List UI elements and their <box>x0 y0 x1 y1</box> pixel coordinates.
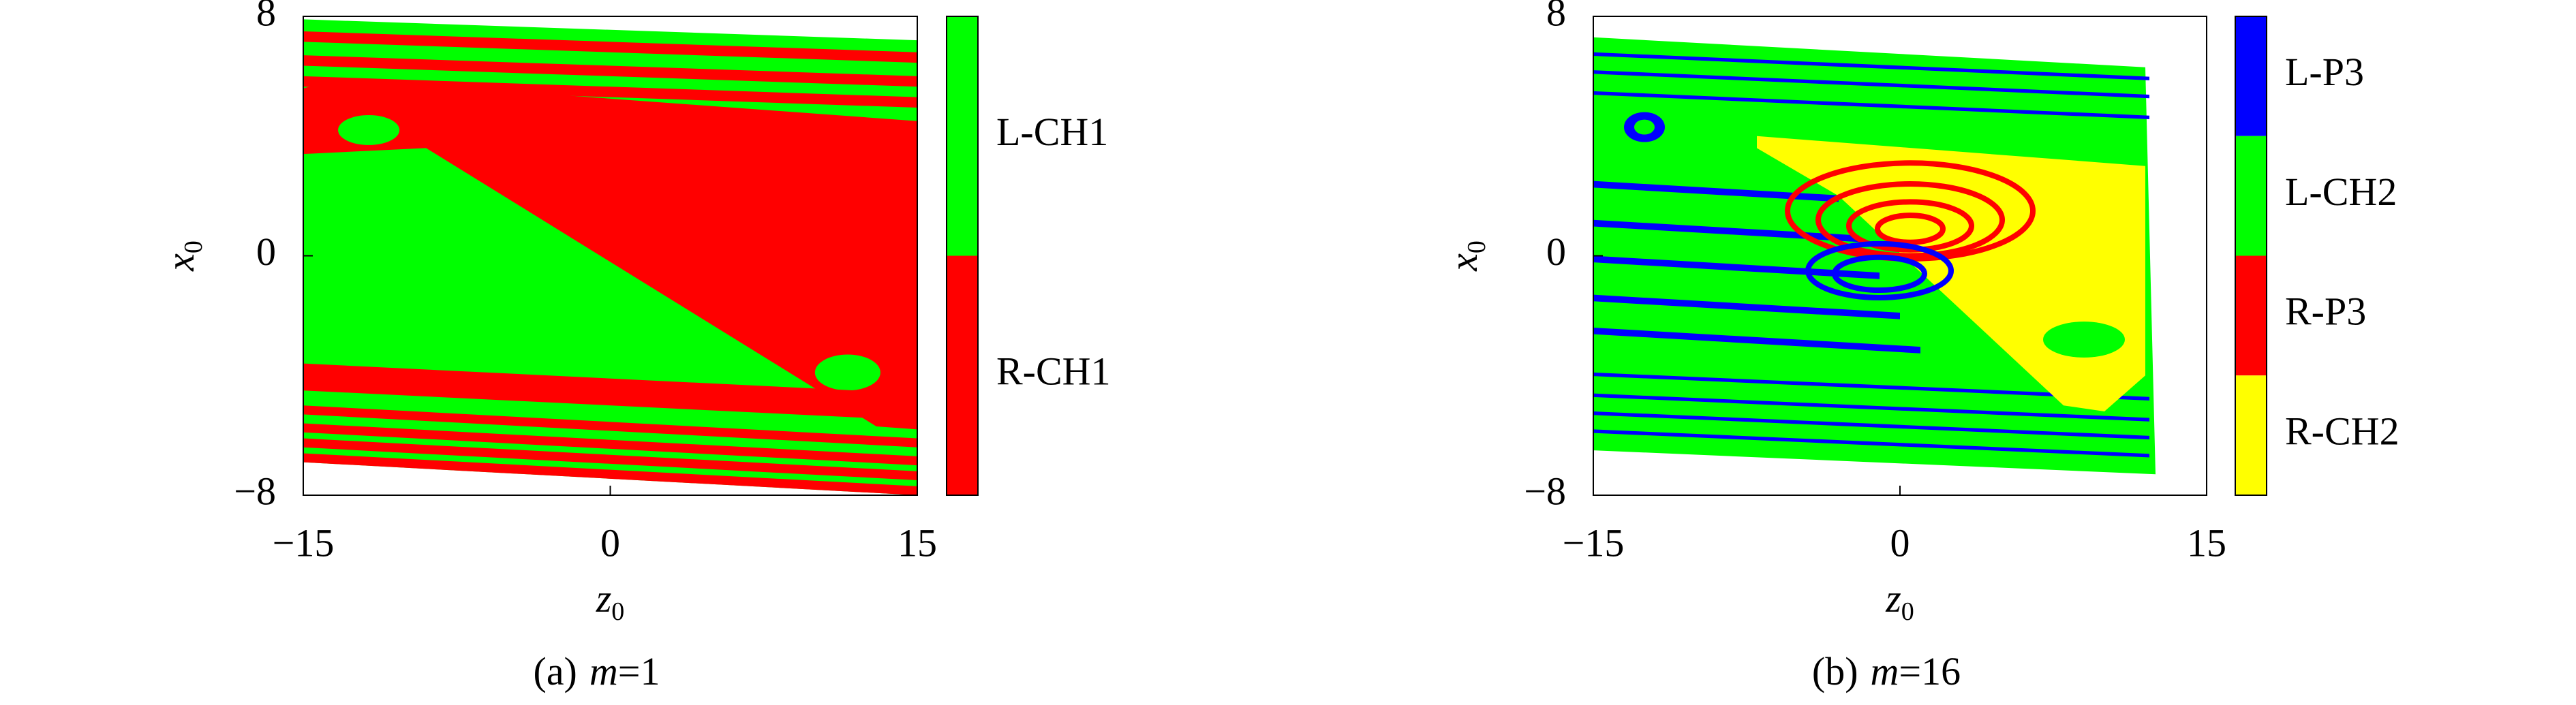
legend-label: R-P3 <box>2285 289 2366 334</box>
y-tick-label: −8 <box>234 469 276 513</box>
caption-label: (a) <box>534 649 577 693</box>
basin-region <box>1593 393 2149 422</box>
y-axis-label: x0 <box>158 240 207 272</box>
caption-var: m <box>1871 649 1899 693</box>
basin-swirl <box>1875 213 1946 245</box>
legend-label: L-CH1 <box>996 110 1108 154</box>
basin-region <box>1593 181 1839 202</box>
y-axis-label-var: x <box>158 253 202 272</box>
y-tick-label: 0 <box>256 230 276 274</box>
x-axis-label-sub: 0 <box>611 597 624 626</box>
basin-region <box>303 55 917 87</box>
y-axis-label-sub: 0 <box>1462 240 1491 253</box>
x-axis-label-var: z <box>596 576 612 621</box>
basin-region <box>814 354 880 391</box>
colorbar-segment <box>947 16 978 256</box>
basin-region <box>303 405 917 448</box>
basin-region <box>303 423 917 466</box>
basin-swirl <box>1815 181 2005 259</box>
basin-region <box>1593 429 2149 458</box>
legend-label: R-CH1 <box>996 349 1111 394</box>
x-tick-label: 0 <box>1890 520 1910 565</box>
basin-region <box>303 438 917 481</box>
colorbar-segment <box>2235 16 2267 136</box>
basin-region <box>303 363 917 421</box>
basin-swirl <box>1832 254 1927 294</box>
basin-plot <box>1593 37 2156 475</box>
x-tick-label: 15 <box>898 520 937 565</box>
y-axis-label-sub: 0 <box>179 240 208 253</box>
basin-swirl <box>1846 199 1974 253</box>
legend-label: L-P3 <box>2285 50 2364 94</box>
colorbar-segment <box>2235 136 2267 256</box>
x-tick-label: −15 <box>1563 520 1625 565</box>
basin-region <box>1593 327 1920 354</box>
legend-label: R-CH2 <box>2285 409 2399 453</box>
y-tick-label: 8 <box>1546 0 1566 34</box>
basin-swirl <box>1805 240 1954 301</box>
y-tick-label: −8 <box>1524 469 1566 513</box>
caption-var: m <box>589 649 618 693</box>
basin-region <box>303 453 917 495</box>
basin-region <box>303 31 917 63</box>
colorbar-frame <box>946 16 979 496</box>
basin-region <box>1634 119 1655 135</box>
colorbar-frame <box>2235 16 2267 496</box>
y-axis-label-var: x <box>1441 253 1486 272</box>
legend-label: L-CH2 <box>2285 170 2397 214</box>
x-tick-label: 0 <box>600 520 620 565</box>
x-axis-label: z0 <box>596 576 625 625</box>
basin-region <box>1593 70 2149 99</box>
basin-region <box>338 114 400 145</box>
basin-region <box>1593 52 2149 80</box>
y-tick-label: 8 <box>256 0 276 34</box>
caption-label: (b) <box>1812 649 1858 693</box>
basin-region <box>1593 372 2149 401</box>
caption-eq: =16 <box>1899 649 1961 693</box>
colorbar-segment <box>2235 255 2267 376</box>
caption-eq: =1 <box>618 649 660 693</box>
basin-region <box>2043 322 2125 358</box>
basin-region <box>1593 294 1900 319</box>
basin-region <box>303 79 917 430</box>
colorbar-segment <box>947 255 978 495</box>
basin-region <box>1593 411 2149 440</box>
x-axis-label-var: z <box>1885 576 1901 621</box>
caption: (b) m=16 <box>1812 649 1961 693</box>
basin-region <box>1593 91 2149 119</box>
basin-swirl <box>1785 160 2036 262</box>
basin-region <box>1593 219 1859 242</box>
caption: (a) m=1 <box>534 649 660 693</box>
x-tick-label: 15 <box>2187 520 2226 565</box>
y-tick-label: 0 <box>1546 230 1566 274</box>
x-axis-label: z0 <box>1885 576 1914 625</box>
basin-plot <box>303 19 917 495</box>
x-axis-label-sub: 0 <box>1901 597 1914 626</box>
y-axis-label: x0 <box>1441 240 1490 272</box>
colorbar-segment <box>2235 375 2267 495</box>
x-tick-label: −15 <box>273 520 335 565</box>
basin-region <box>303 76 917 108</box>
